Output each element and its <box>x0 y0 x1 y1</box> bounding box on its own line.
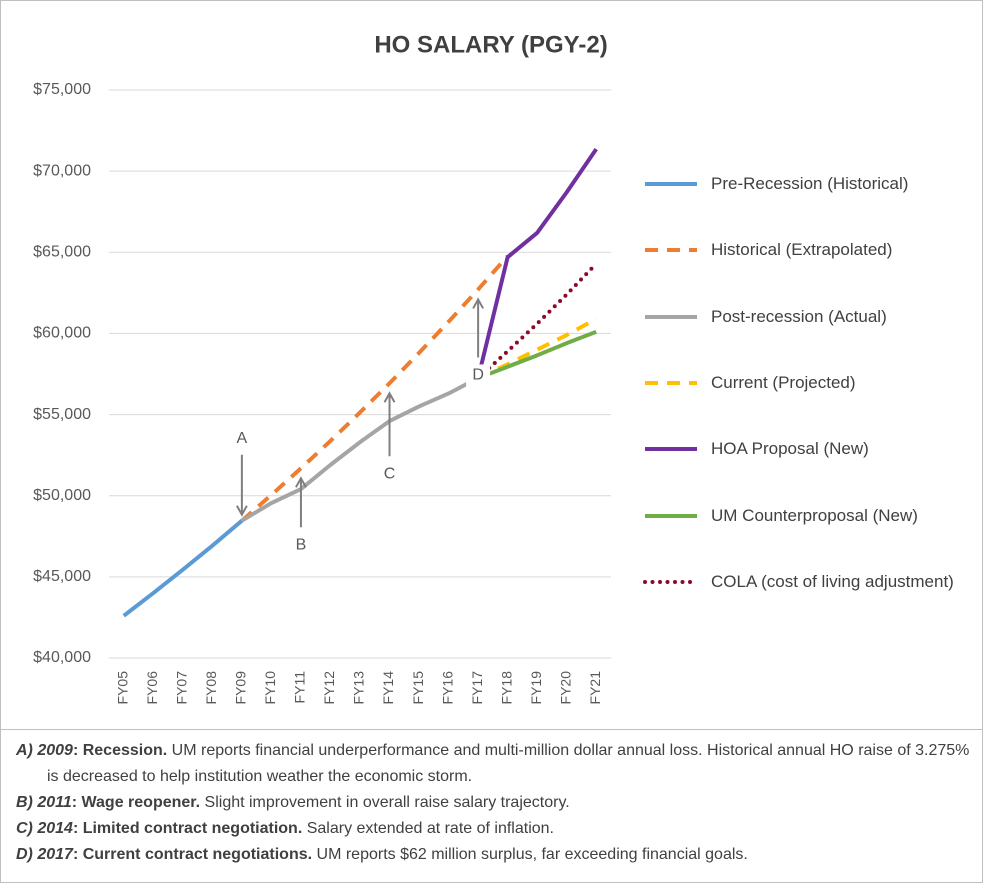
annotation-label: D <box>472 367 484 384</box>
x-tick-label: FY13 <box>351 671 367 705</box>
y-tick-label: $40,000 <box>33 649 91 666</box>
annotation: D <box>466 297 491 387</box>
annotation: C <box>377 391 402 486</box>
series-line <box>477 329 597 380</box>
legend-label: Historical (Extrapolated) <box>711 240 893 260</box>
arrow-head <box>236 505 248 517</box>
y-tick-label: $45,000 <box>33 568 91 585</box>
y-tick-label: $55,000 <box>33 406 91 423</box>
y-tick-label: $70,000 <box>33 162 91 179</box>
chart-title: HO SALARY (PGY-2) <box>374 31 607 58</box>
annotation-label: C <box>384 465 396 482</box>
notes: A) 2009: Recession. UM reports financial… <box>1 729 983 868</box>
series-line <box>476 147 598 379</box>
y-tick-label: $50,000 <box>33 487 91 504</box>
annotation: A <box>229 427 254 517</box>
legend-label: Post-recession (Actual) <box>711 306 887 326</box>
legend-item: UM Counterproposal (New) <box>641 503 961 528</box>
x-tick-label: FY12 <box>321 671 337 705</box>
arrow-head <box>472 297 484 309</box>
annotation-bg <box>377 463 402 486</box>
note-year: 2017 <box>37 846 73 863</box>
series-line <box>240 376 480 523</box>
x-tick-label: FY05 <box>114 671 130 705</box>
x-tick-label: FY10 <box>262 671 278 705</box>
note-heading: : Recession. <box>72 742 168 759</box>
series-line <box>122 519 244 618</box>
legend-item: Post-recession (Actual) <box>641 304 961 329</box>
legend-swatch <box>645 447 697 452</box>
note-marker: B) <box>16 794 33 811</box>
note-heading: : Current contract negotiations. <box>72 846 313 863</box>
x-tick-label: FY08 <box>203 671 219 705</box>
annotation-label: A <box>237 430 248 447</box>
legend-swatch <box>643 579 699 584</box>
series-line <box>240 254 510 523</box>
annotation-bg <box>229 427 254 450</box>
legend-swatch <box>645 380 697 385</box>
note: A) 2009: Recession. UM reports financial… <box>1 738 976 790</box>
annotation-bg <box>288 534 313 557</box>
arrow-head <box>295 476 307 488</box>
x-tick-label: FY07 <box>174 671 190 705</box>
x-tick-label: FY19 <box>528 671 544 705</box>
note-year: 2014 <box>37 820 73 837</box>
x-tick-label: FY09 <box>233 671 249 705</box>
legend-label: Pre-Recession (Historical) <box>711 174 909 193</box>
x-tick-label: FY06 <box>144 671 160 705</box>
legend-swatch <box>645 513 697 518</box>
note-marker: D) <box>16 846 33 863</box>
legend-item: COLA (cost of living adjustment) <box>641 569 961 594</box>
legend-swatch <box>645 248 697 253</box>
x-tick-label: FY21 <box>587 671 603 705</box>
y-tick-label: $60,000 <box>33 325 91 342</box>
legend-swatch <box>645 314 697 319</box>
note-marker: A) <box>16 742 33 759</box>
legend-item: Pre-Recession (Historical) <box>641 171 961 196</box>
x-tick-label: FY17 <box>469 671 485 705</box>
note: C) 2014: Limited contract negotiation. S… <box>1 816 976 842</box>
note-marker: C) <box>16 820 33 837</box>
note-text: Salary extended at rate of inflation. <box>306 820 554 837</box>
annotation-label: B <box>296 537 307 554</box>
x-tick-label: FY16 <box>439 671 455 705</box>
annotation-bg <box>466 364 491 387</box>
x-tick-label: FY20 <box>557 671 573 705</box>
note-text: UM reports $62 million surplus, far exce… <box>316 846 748 863</box>
x-tick-label: FY11 <box>292 671 308 704</box>
legend-item: Current (Projected) <box>641 370 961 395</box>
legend-swatch <box>645 182 697 186</box>
note: B) 2011: Wage reopener. Slight improveme… <box>1 790 976 816</box>
x-tick-label: FY14 <box>380 671 396 705</box>
note-year: 2009 <box>37 742 73 759</box>
annotation: B <box>288 476 313 557</box>
chart: HO SALARY (PGY-2) $40,000 $45,000 $50,000 $… <box>33 31 611 705</box>
note-text: Slight improvement in overall raise sala… <box>204 794 570 811</box>
note-text: UM reports financial underperformance an… <box>47 742 970 785</box>
note-heading: : Limited contract negotiation. <box>72 820 303 837</box>
x-tick-label: FY15 <box>410 671 426 705</box>
legend-label: Current (Projected) <box>711 372 856 392</box>
y-tick-label: $65,000 <box>33 244 91 261</box>
x-tick-label: FY18 <box>498 671 514 705</box>
y-tick-label: $75,000 <box>33 81 91 98</box>
arrow-head <box>383 391 396 403</box>
note-heading: : Wage reopener. <box>71 794 201 811</box>
legend-label: HOA Proposal (New) <box>711 439 869 459</box>
legend-label: UM Counterproposal (New) <box>711 505 918 525</box>
series-line <box>476 261 599 381</box>
legend-item: HOA Proposal (New) <box>641 436 961 461</box>
legend-item: Historical (Extrapolated) <box>641 237 961 262</box>
legend-label: COLA (cost of living adjustment) <box>711 571 954 591</box>
note: D) 2017: Current contract negotiations. … <box>1 842 976 868</box>
note-year: 2011 <box>37 794 72 811</box>
